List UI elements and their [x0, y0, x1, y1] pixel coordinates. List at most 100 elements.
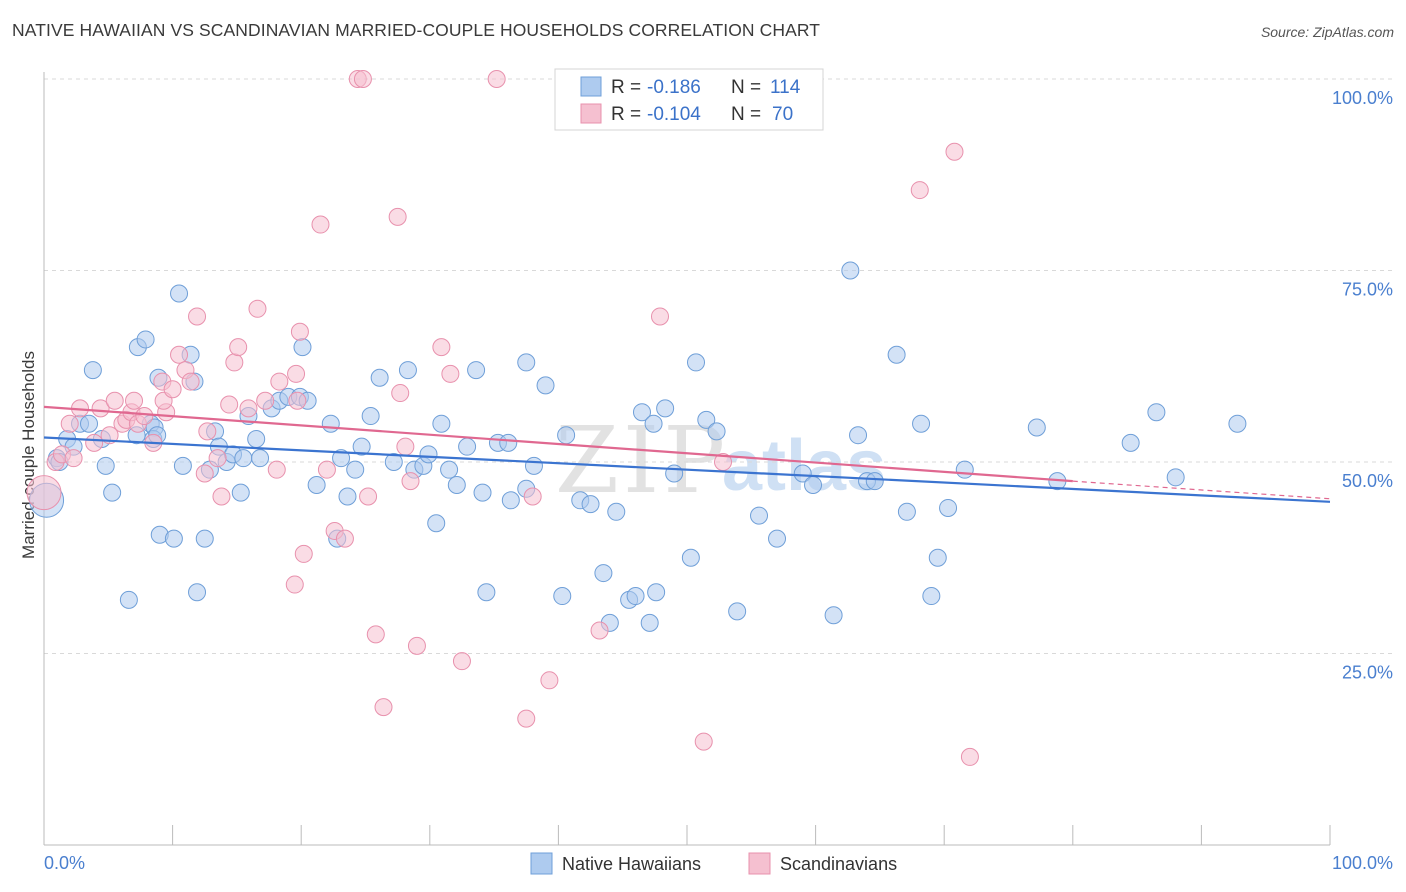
data-point: [697, 410, 716, 429]
data-point: [607, 502, 626, 521]
chart-title: NATIVE HAWAIIAN VS SCANDINAVIAN MARRIED-…: [12, 20, 821, 40]
data-point: [396, 437, 415, 456]
data-point: [195, 529, 214, 548]
y-tick-label: 25.0%: [1342, 663, 1393, 683]
data-point: [487, 70, 506, 88]
data-point: [85, 433, 104, 452]
data-point: [647, 583, 666, 602]
data-point: [287, 364, 306, 383]
data-point: [239, 399, 258, 418]
data-point: [750, 506, 769, 525]
data-point: [231, 483, 250, 502]
data-point: [540, 671, 559, 690]
data-point: [681, 548, 700, 567]
data-point: [83, 361, 102, 380]
data-point: [594, 564, 613, 583]
data-point: [294, 544, 313, 563]
data-point: [234, 449, 253, 468]
data-point: [188, 307, 207, 326]
data-point: [432, 338, 451, 357]
data-point: [656, 399, 675, 418]
data-point: [26, 475, 62, 511]
trend-line-scandinavians: [43, 405, 1073, 483]
data-point: [247, 430, 266, 449]
data-point: [398, 361, 417, 380]
data-point: [432, 414, 451, 433]
data-point: [581, 495, 600, 514]
data-point: [793, 464, 812, 483]
data-point: [335, 529, 354, 548]
source-credit: Source: ZipAtlas.com: [1260, 24, 1394, 40]
data-point: [225, 353, 244, 372]
data-point: [285, 575, 304, 594]
data-point: [626, 587, 645, 606]
data-point: [288, 391, 307, 410]
data-point: [407, 636, 426, 655]
data-point: [865, 472, 884, 491]
data-point: [553, 587, 572, 606]
data-point: [100, 426, 119, 445]
data-point: [590, 621, 609, 640]
data-point: [536, 376, 555, 395]
data-point: [1228, 414, 1247, 433]
y-tick-labels: 25.0% 50.0% 75.0% 100.0%: [1332, 88, 1393, 683]
data-point: [388, 207, 407, 226]
data-point: [640, 613, 659, 632]
data-point: [366, 625, 385, 644]
data-point: [960, 747, 979, 766]
data-point: [401, 472, 420, 491]
legend-swatch-native-hawaiians: [530, 852, 553, 875]
data-point: [361, 407, 380, 426]
data-point: [687, 353, 706, 372]
data-point: [473, 483, 492, 502]
data-point: [293, 338, 312, 357]
data-point: [928, 548, 947, 567]
data-point: [477, 583, 496, 602]
x-axis-ticks: [172, 825, 1331, 845]
data-point: [841, 261, 860, 280]
legend-r-value: -0.104: [647, 104, 701, 125]
data-point: [897, 502, 916, 521]
series-legend: Native Hawaiians Scandinavians: [530, 852, 897, 875]
data-point: [359, 487, 378, 506]
y-tick-label: 100.0%: [1332, 88, 1393, 108]
data-point: [452, 652, 471, 671]
data-point: [804, 475, 823, 494]
data-point: [650, 307, 669, 326]
data-point: [195, 464, 214, 483]
series-scandinavians: [26, 70, 979, 766]
legend-swatch-scandinavians: [748, 852, 771, 875]
data-point: [321, 414, 340, 433]
data-point: [135, 407, 154, 426]
legend-n-value: 114: [770, 77, 801, 98]
data-point: [198, 422, 217, 441]
data-point: [251, 449, 270, 468]
data-point: [163, 380, 182, 399]
data-point: [370, 368, 389, 387]
data-point: [419, 445, 438, 464]
data-point: [317, 460, 336, 479]
legend-r-label: R =: [611, 104, 641, 125]
data-point: [64, 449, 83, 468]
data-point: [374, 698, 393, 717]
data-point: [136, 330, 155, 349]
data-point: [1147, 403, 1166, 422]
data-point: [103, 483, 122, 502]
trend-lines: [43, 405, 1331, 503]
legend-label-native-hawaiians: Native Hawaiians: [562, 854, 701, 874]
data-point: [939, 498, 958, 517]
data-point: [346, 460, 365, 479]
data-point: [1121, 433, 1140, 452]
data-point: [391, 384, 410, 403]
data-point: [524, 456, 543, 475]
data-point: [212, 487, 231, 506]
data-point: [164, 529, 183, 548]
data-point: [644, 414, 663, 433]
data-point: [945, 142, 964, 161]
data-point: [523, 487, 542, 506]
data-point: [440, 460, 459, 479]
data-point: [1027, 418, 1046, 437]
data-point: [270, 372, 289, 391]
data-point: [427, 514, 446, 533]
